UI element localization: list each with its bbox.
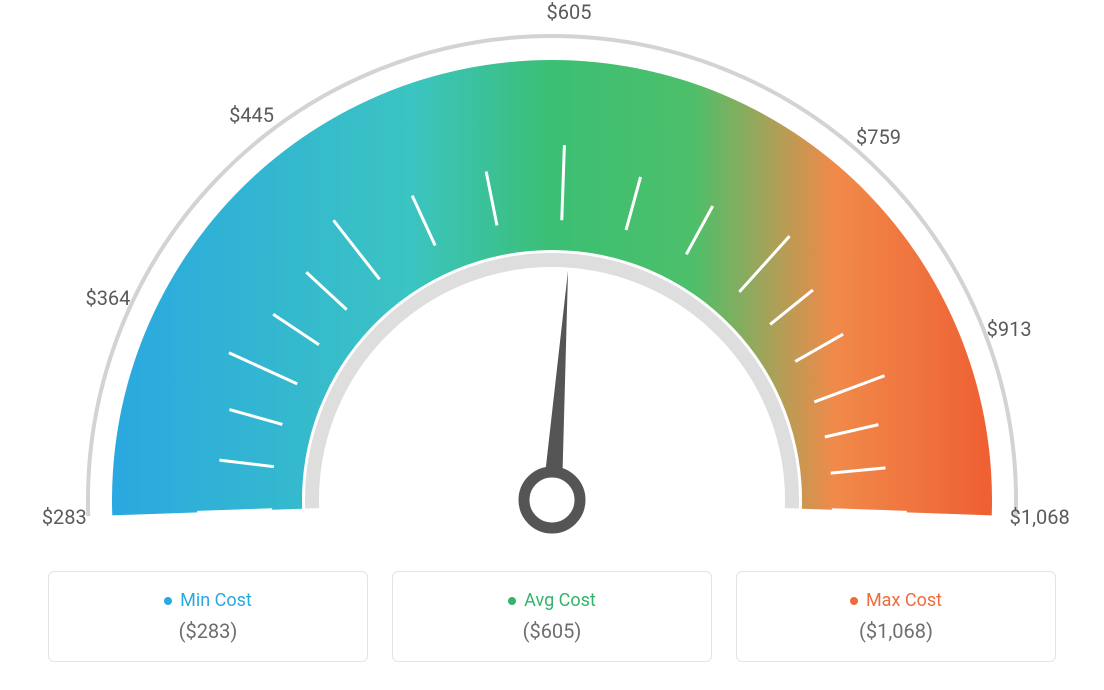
tick-label: $605 <box>547 0 592 24</box>
legend-card-avg: Avg Cost ($605) <box>392 571 712 663</box>
gauge-svg <box>0 0 1104 560</box>
tick-label: $445 <box>229 103 274 127</box>
legend-row: Min Cost ($283) Avg Cost ($605) Max Cost… <box>48 571 1056 663</box>
tick-label: $913 <box>987 317 1032 341</box>
legend-avg-value: ($605) <box>393 619 711 643</box>
legend-card-max: Max Cost ($1,068) <box>736 571 1056 663</box>
legend-min-label: Min Cost <box>164 590 252 611</box>
tick-label: $283 <box>42 505 87 529</box>
legend-card-min: Min Cost ($283) <box>48 571 368 663</box>
legend-max-value: ($1,068) <box>737 619 1055 643</box>
tick-label: $364 <box>85 286 130 310</box>
legend-min-value: ($283) <box>49 619 367 643</box>
tick-label: $759 <box>856 125 901 149</box>
gauge-area: $283 $364 $445 $605 $759 $913 $1,068 <box>0 0 1104 560</box>
legend-avg-label: Avg Cost <box>508 590 596 611</box>
legend-max-label: Max Cost <box>850 590 942 611</box>
gauge-chart-container: $283 $364 $445 $605 $759 $913 $1,068 Min Cost … <box>0 0 1104 690</box>
needle-hub <box>524 472 580 528</box>
tick-label: $1,068 <box>1010 505 1070 529</box>
